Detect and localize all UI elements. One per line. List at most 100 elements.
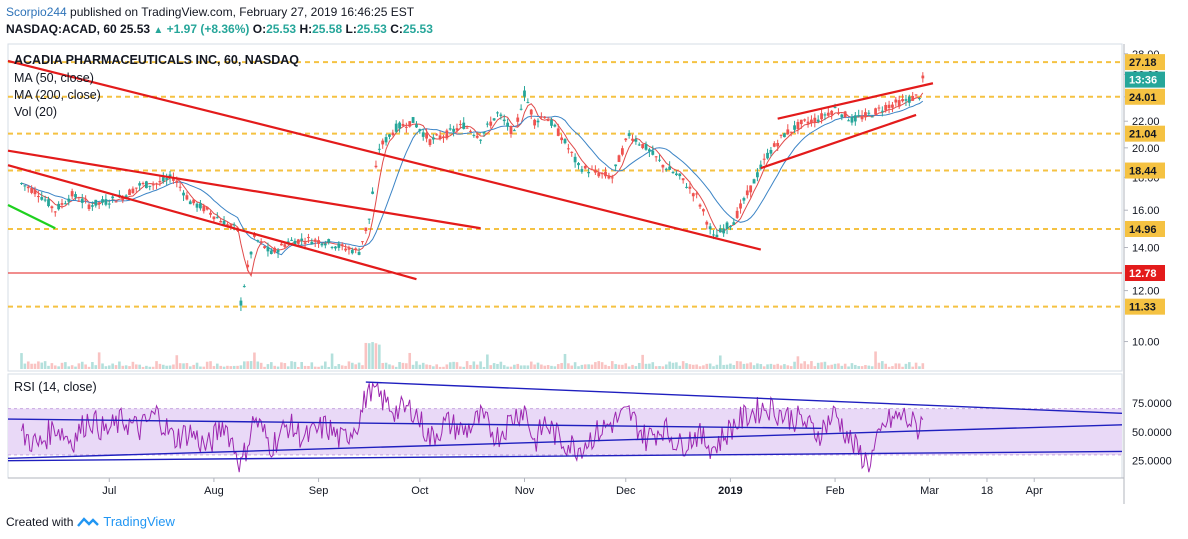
volume-bar bbox=[84, 364, 87, 369]
candle-body bbox=[718, 228, 722, 233]
volume-bar bbox=[459, 366, 462, 369]
candle-body bbox=[458, 124, 462, 126]
volume-bar bbox=[469, 365, 472, 369]
volume-bar bbox=[489, 365, 493, 369]
volume-bar bbox=[715, 364, 719, 369]
volume-bar bbox=[654, 366, 658, 369]
candle-body bbox=[604, 171, 607, 177]
candle-body bbox=[290, 239, 293, 241]
candle-body bbox=[330, 246, 334, 248]
volume-bar bbox=[776, 363, 779, 369]
rsi-tick-label: 25.0000 bbox=[1132, 456, 1172, 468]
candle-body bbox=[364, 227, 368, 231]
volume-bar bbox=[185, 363, 189, 369]
candle-body bbox=[394, 123, 398, 132]
price-level-tag-label: 12.78 bbox=[1129, 268, 1157, 280]
candle-body bbox=[404, 126, 408, 128]
candle-body bbox=[705, 221, 709, 225]
candle-body bbox=[712, 234, 715, 236]
candle-body bbox=[313, 239, 317, 242]
candle-body bbox=[620, 148, 624, 155]
candle-body bbox=[323, 243, 327, 246]
volume-bar bbox=[290, 361, 293, 369]
volume-bar bbox=[64, 362, 67, 369]
volume-bar bbox=[23, 363, 27, 369]
volume-bar bbox=[432, 366, 435, 369]
volume-bar bbox=[26, 361, 30, 369]
tradingview-brand[interactable]: TradingView bbox=[103, 514, 175, 529]
volume-bar bbox=[725, 364, 729, 369]
candle-body bbox=[823, 114, 827, 116]
candle-body bbox=[20, 183, 23, 185]
volume-bar bbox=[101, 363, 104, 369]
candle-body bbox=[783, 133, 786, 138]
volume-bar bbox=[486, 354, 489, 369]
volume-bar bbox=[634, 366, 638, 369]
candle-body bbox=[276, 249, 280, 253]
ma50-legend[interactable]: MA (50, close) bbox=[14, 71, 94, 85]
volume-bar bbox=[570, 365, 574, 369]
candle-body bbox=[145, 181, 148, 189]
volume-bar bbox=[492, 363, 496, 369]
candle-body bbox=[907, 96, 911, 103]
volume-bar bbox=[756, 363, 759, 369]
volume-bar bbox=[921, 363, 925, 369]
candle-body bbox=[914, 94, 918, 96]
candle-body bbox=[57, 203, 61, 210]
candle-body bbox=[668, 166, 672, 170]
volume-bar bbox=[479, 361, 482, 369]
candle-body bbox=[158, 180, 162, 183]
rsi-legend[interactable]: RSI (14, close) bbox=[14, 380, 97, 394]
volume-bar bbox=[735, 361, 739, 369]
up-arrow-icon: ▲ bbox=[153, 25, 164, 36]
volume-bar bbox=[209, 361, 212, 369]
volume-bar bbox=[857, 366, 860, 369]
candle-body bbox=[769, 149, 773, 154]
volume-bar bbox=[405, 363, 408, 369]
candle-body bbox=[303, 242, 307, 244]
candle-body bbox=[776, 142, 780, 147]
candle-body bbox=[600, 172, 604, 175]
volume-bar bbox=[239, 365, 243, 369]
volume-bar bbox=[70, 365, 74, 369]
volume-bar bbox=[212, 366, 216, 369]
ma200-legend[interactable]: MA (200, close) bbox=[14, 88, 101, 102]
candle-body bbox=[266, 246, 270, 252]
candle-body bbox=[202, 205, 206, 212]
volume-bar bbox=[573, 362, 577, 369]
candle-body bbox=[590, 169, 594, 171]
candle-body bbox=[138, 183, 142, 186]
candle-body bbox=[293, 240, 297, 246]
candle-body bbox=[857, 115, 861, 117]
price-level-tag-label: 21.04 bbox=[1129, 129, 1157, 141]
author-link[interactable]: Scorpio244 bbox=[6, 5, 67, 19]
volume-bar bbox=[509, 366, 513, 369]
candle-body bbox=[516, 117, 520, 122]
candle-body bbox=[732, 222, 736, 226]
candle-body bbox=[256, 240, 260, 242]
volume-bar bbox=[567, 363, 570, 369]
volume-bar bbox=[280, 362, 283, 369]
volume-bar bbox=[752, 365, 756, 369]
volume-legend[interactable]: Vol (20) bbox=[14, 105, 58, 119]
price-level-tag bbox=[1125, 162, 1165, 179]
candle-body bbox=[485, 123, 489, 125]
volume-bar bbox=[168, 365, 172, 369]
volume-bar bbox=[195, 362, 199, 369]
volume-bar bbox=[894, 363, 898, 369]
volume-bar bbox=[33, 363, 37, 369]
volume-bar bbox=[577, 366, 580, 369]
last-price: 25.53 bbox=[120, 22, 151, 36]
volume-bar bbox=[918, 366, 921, 369]
volume-bar bbox=[769, 363, 773, 369]
candle-body bbox=[664, 168, 668, 170]
candle-body bbox=[367, 218, 371, 220]
candle-body bbox=[752, 179, 756, 184]
volume-bar bbox=[77, 363, 81, 369]
candle-body bbox=[512, 130, 516, 132]
candle-body bbox=[131, 188, 135, 194]
price-change: +1.97 (+8.36%) bbox=[166, 22, 250, 36]
candle-body bbox=[411, 117, 415, 123]
candle-body bbox=[799, 119, 803, 125]
